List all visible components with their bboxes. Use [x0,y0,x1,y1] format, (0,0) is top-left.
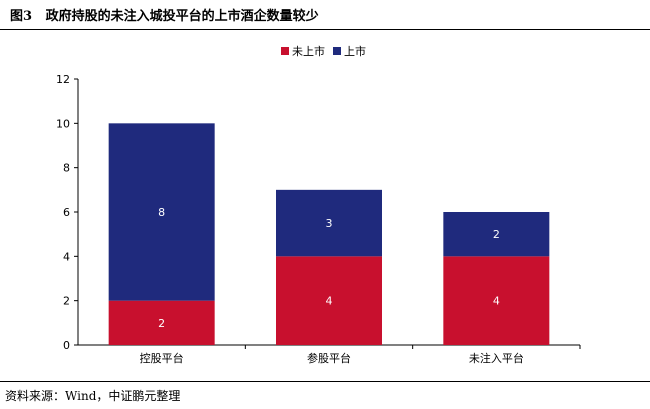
legend-swatch [281,47,289,55]
bar-segment-unlisted [276,256,382,345]
y-tick-label: 0 [63,339,70,352]
x-category-label: 参股平台 [307,351,351,365]
bar-data-label: 8 [158,206,165,219]
bar-data-label: 4 [493,295,500,308]
y-tick-label: 2 [63,295,70,308]
bar-segment-listed [108,123,215,301]
top-rule [0,29,650,30]
y-tick-label: 8 [63,162,70,175]
figure-title: 图3 政府持股的未注入城投平台的上市酒企数量较少 [10,5,319,24]
y-tick-label: 10 [56,117,70,130]
legend-label: 未上市 [292,44,325,58]
bar-data-label: 3 [326,217,333,230]
y-tick-label: 12 [56,73,70,86]
legend-label: 上市 [344,44,366,58]
figure-title-text: 政府持股的未注入城投平台的上市酒企数量较少 [45,9,319,24]
bar-data-label: 4 [326,295,333,308]
legend-swatch [333,47,341,55]
x-category-label: 未注入平台 [469,351,524,365]
y-tick-label: 4 [63,250,70,263]
bar-data-label: 2 [493,228,500,241]
figure-header: 图3 政府持股的未注入城投平台的上市酒企数量较少 [0,0,650,30]
bar-segment-unlisted [443,256,550,345]
bar-segment-listed [443,212,550,257]
bar-data-label: 2 [158,317,165,330]
figure-label: 图3 [10,9,33,24]
y-tick-label: 6 [63,206,70,219]
source-note: 资料来源：Wind，中证鹏元整理 [5,389,181,403]
bar-segment-unlisted [108,300,215,345]
x-category-label: 控股平台 [140,351,184,365]
bar-segment-listed [276,189,382,257]
bottom-rule [0,381,650,382]
stacked-bar-chart: 0 2 4 6 8 10 12 2 8 控股平台 4 3 参股平台 4 2 未注入平台 未上市 上市 [56,44,581,365]
